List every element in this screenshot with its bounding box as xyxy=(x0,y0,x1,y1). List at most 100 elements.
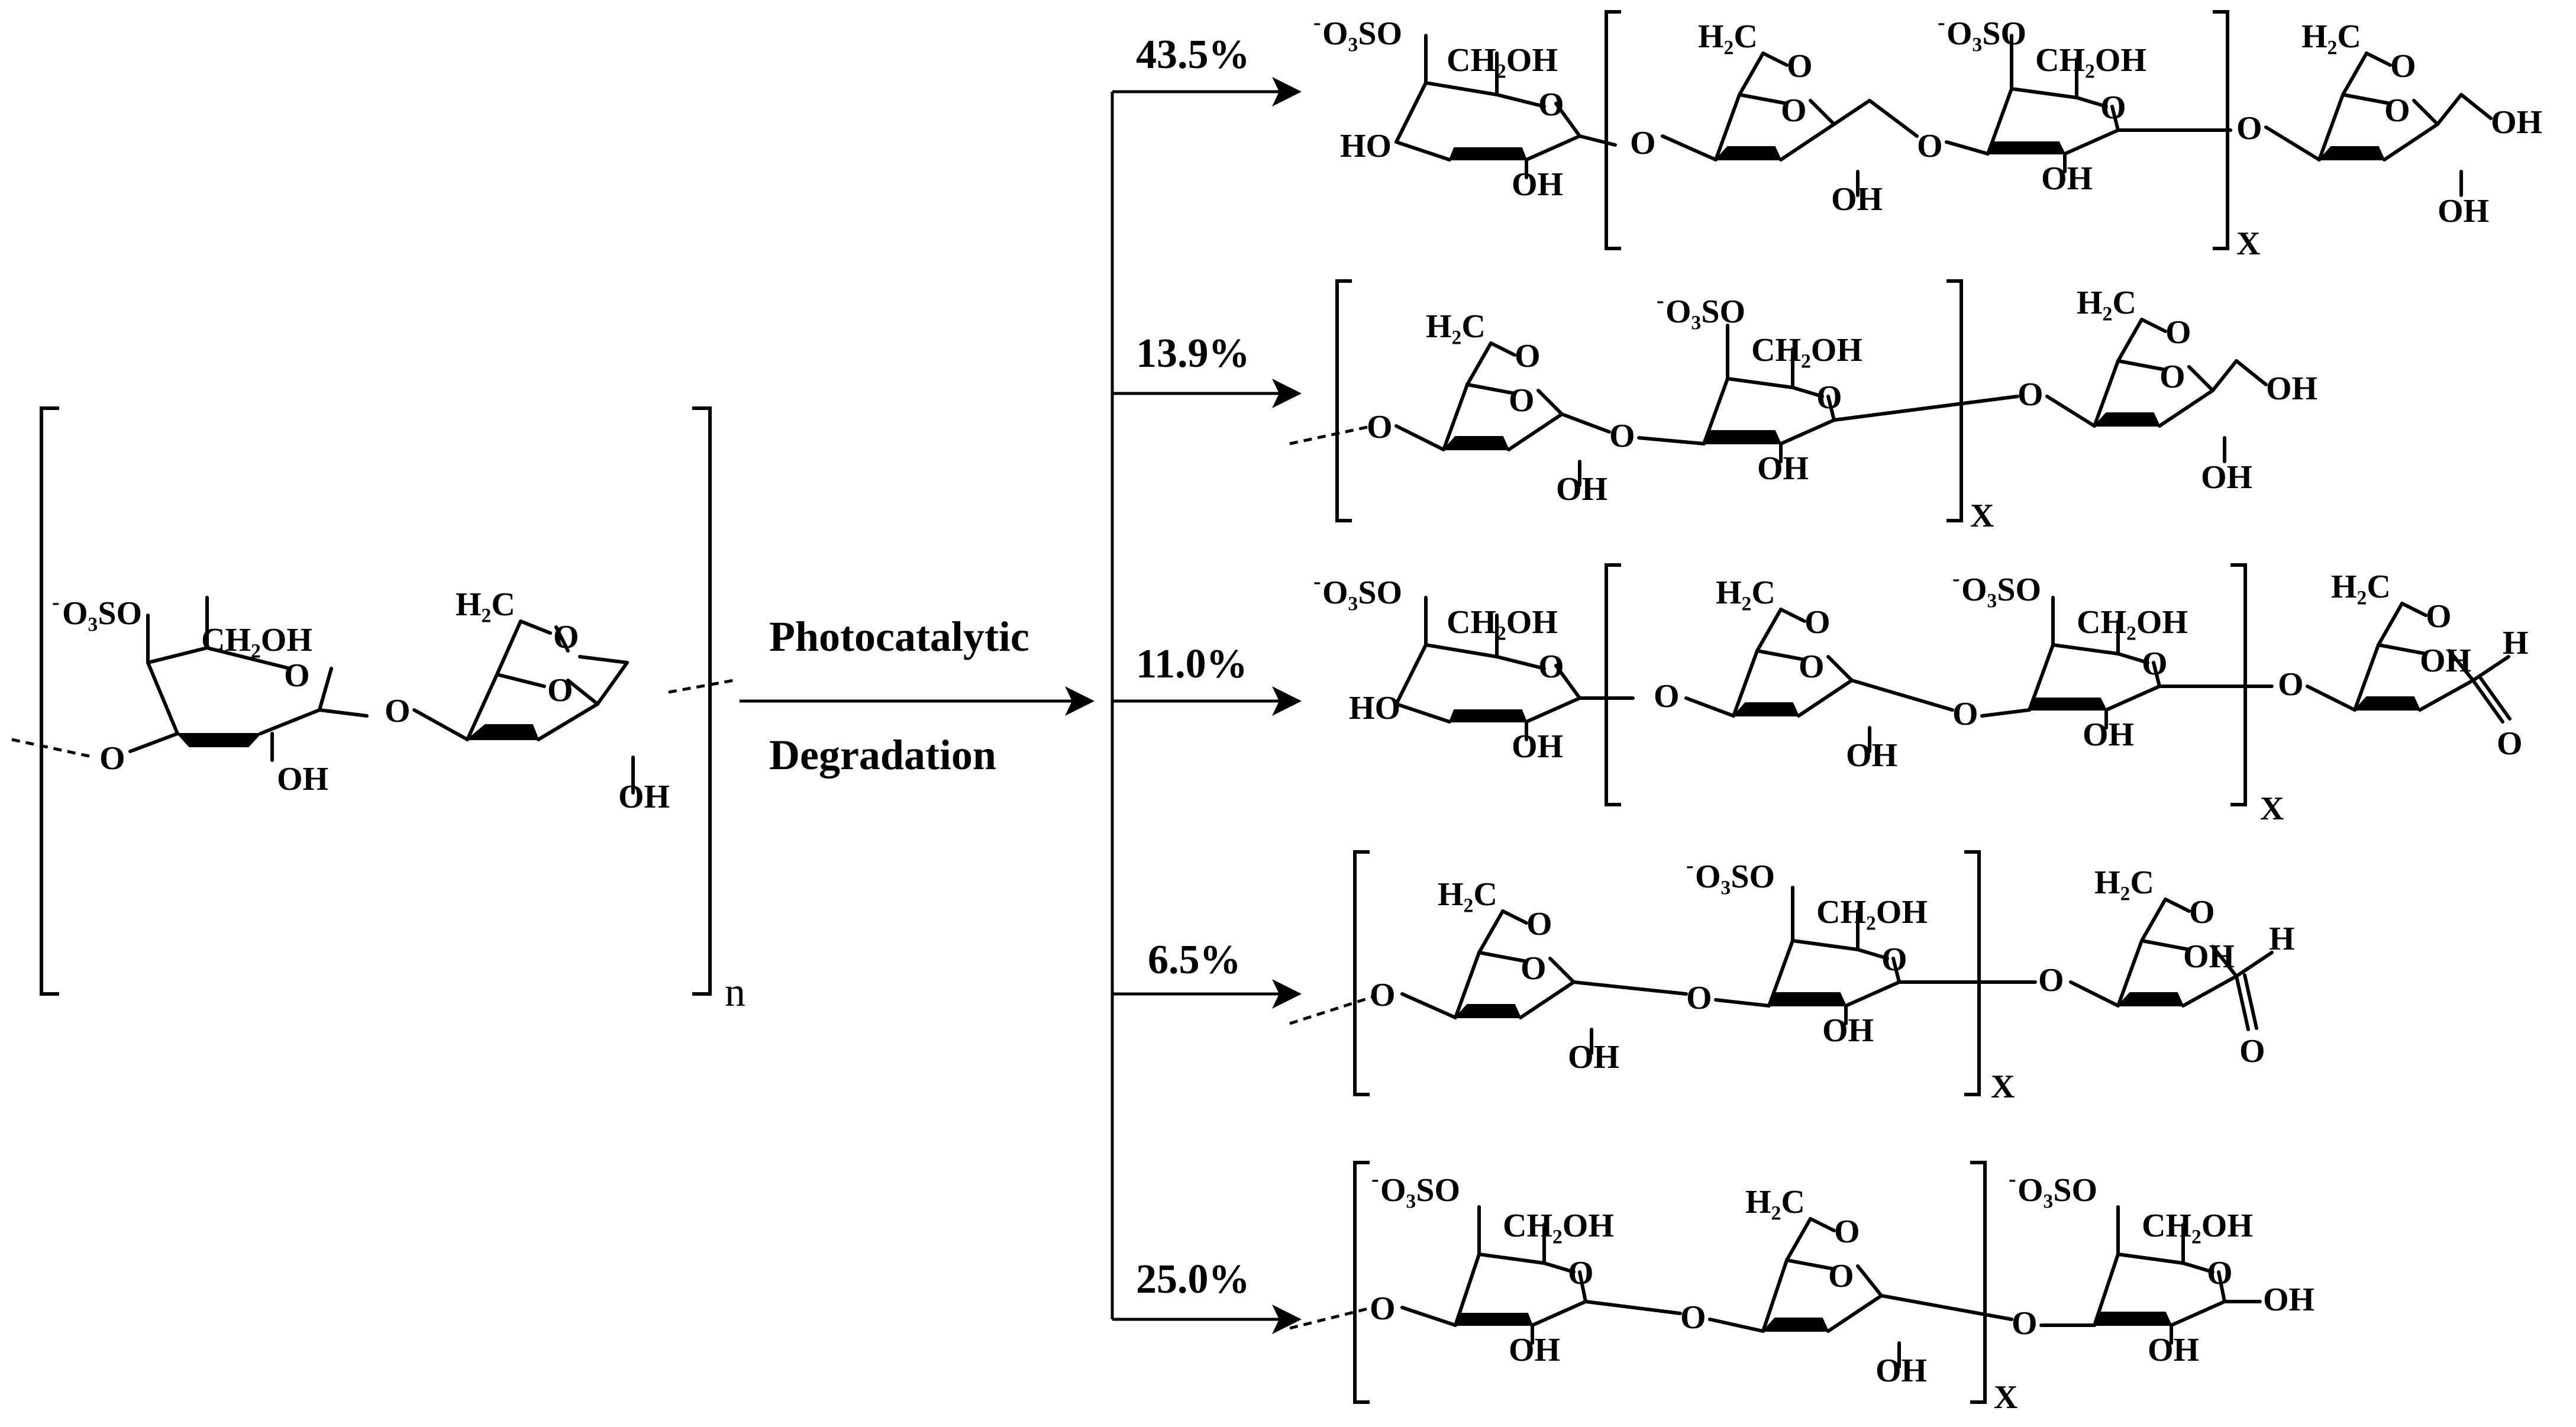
ring-oxygen: O xyxy=(1816,379,1842,416)
repeat-index-x: X xyxy=(1991,1068,2015,1105)
hydroxyl-group: OH xyxy=(2041,160,2093,197)
bridge-oxygen: O xyxy=(2189,894,2215,931)
glycosidic-oxygen: O xyxy=(2017,376,2044,413)
h2c-bridge: H₂C xyxy=(1426,308,1486,345)
hydroxyl-group: OH xyxy=(2491,104,2542,141)
h2c-bridge: H₂C xyxy=(2301,18,2361,55)
hydroxyl-group: OH xyxy=(1568,1039,1619,1076)
ring-oxygen: O xyxy=(1509,382,1535,419)
bridge-oxygen: O xyxy=(553,619,579,656)
sulfate-group: O₃SO xyxy=(1695,858,1775,895)
ring-oxygen: O xyxy=(1538,648,1564,685)
ring-oxygen: O xyxy=(1538,86,1564,123)
repeat-index-x: X xyxy=(1970,498,1994,534)
ch2oh-group: CH₂OH xyxy=(1447,604,1558,641)
hydroxyl-group: OH xyxy=(2201,459,2252,496)
sulfate-group: O₃SO xyxy=(1665,293,1745,330)
bridge-oxygen: O xyxy=(1787,48,1813,85)
repeat-index-x: X xyxy=(2236,225,2260,262)
sulfate-charge: - xyxy=(1313,10,1321,35)
ch2oh-group: CH₂OH xyxy=(1503,1208,1614,1244)
hydroxyl-group: OH xyxy=(1822,1012,1874,1049)
product-5-structure: O - O₃SO CH₂OH O OH O H₂C O O OH X O - O… xyxy=(1289,1161,2314,1416)
hydroxyl-group: OH xyxy=(618,779,670,815)
product-1-percent: 43.5% xyxy=(1136,32,1250,78)
sulfate-charge: - xyxy=(52,590,60,615)
left-bracket xyxy=(40,406,59,996)
h2c-bridge: H₂C xyxy=(1698,18,1758,55)
reaction-arrow: Photocatalytic Degradation xyxy=(740,613,1095,779)
hydroxyl-group: OH xyxy=(1512,728,1563,765)
ch2oh-group: CH₂OH xyxy=(201,622,312,658)
glycosidic-oxygen: O xyxy=(1609,418,1635,454)
reaction-label-line2: Degradation xyxy=(769,731,996,779)
product-5-percent: 25.0% xyxy=(1136,1257,1250,1302)
aldehyde-hydrogen: H xyxy=(2503,625,2529,661)
ring-oxygen: O xyxy=(2207,1255,2233,1292)
galactose-4-sulfate-unit: - O₃SO CH₂OH O OH O xyxy=(52,590,411,798)
h2c-bridge: H₂C xyxy=(2331,569,2391,605)
hydroxyl-group: OH xyxy=(2148,1332,2199,1368)
ch2oh-group: CH₂OH xyxy=(1816,894,1928,931)
ring-oxygen: O xyxy=(1781,92,1807,129)
sulfate-charge: - xyxy=(1313,569,1321,594)
ring-oxygen: O xyxy=(1521,950,1547,987)
h2c-bridge: H₂C xyxy=(456,586,515,623)
bridge-oxygen: O xyxy=(2426,598,2452,635)
sulfate-group: O₃SO xyxy=(1946,15,2026,52)
glycosidic-oxygen: O xyxy=(2278,666,2304,703)
anhydrogalactose-unit: H₂C O O OH xyxy=(412,586,734,815)
repeat-index-x: X xyxy=(1994,1379,2017,1416)
branch-lines: 43.5% 13.9% 11.0% 6.5% 25.0% xyxy=(1111,32,1302,1334)
product-2-structure: O H₂C O O OH O - O₃SO CH₂OH O OH X O H₂C… xyxy=(1289,279,2317,534)
hydroxyl-group: OH xyxy=(1757,450,1809,487)
ring-oxygen: O xyxy=(284,657,310,694)
glycosidic-oxygen: O xyxy=(2236,110,2262,147)
sulfate-charge: - xyxy=(1371,1167,1379,1192)
sulfate-charge: - xyxy=(1657,288,1664,313)
ring-oxygen: O xyxy=(1828,1258,1854,1294)
glycosidic-oxygen: O xyxy=(1370,977,1396,1013)
ring-oxygen: O xyxy=(1568,1255,1594,1292)
glycosidic-oxygen: O xyxy=(1952,696,1978,732)
hydroxyl-group: OH xyxy=(2266,370,2317,407)
reaction-label-line1: Photocatalytic xyxy=(769,613,1029,660)
repeat-index-x: X xyxy=(2260,790,2284,827)
right-bracket xyxy=(692,406,712,996)
ring-oxygen: O xyxy=(2159,359,2186,395)
glycosidic-oxygen: O xyxy=(1370,1290,1396,1327)
chain-link-left xyxy=(11,738,95,759)
glycosidic-oxygen: O xyxy=(2038,962,2064,999)
sulfate-charge: - xyxy=(2009,1167,2016,1192)
glycosidic-oxygen: O xyxy=(1686,980,1712,1016)
hydroxyl-group: OH xyxy=(1831,181,1883,218)
h2c-bridge: H₂C xyxy=(2077,285,2136,321)
hydroxyl-group: OH xyxy=(2183,938,2235,975)
hydroxyl-group: HO xyxy=(1349,690,1400,727)
bridge-oxygen: O xyxy=(1834,1213,1860,1250)
ring-oxygen: O xyxy=(1799,648,1825,685)
hydroxyl-group: OH xyxy=(1509,1332,1560,1368)
sulfate-group: O₃SO xyxy=(1322,15,1402,52)
bridge-oxygen: O xyxy=(1526,906,1552,942)
product-3-percent: 11.0% xyxy=(1136,641,1248,687)
glycosidic-oxygen: O xyxy=(2012,1305,2038,1342)
ring-oxygen: O xyxy=(2384,92,2410,129)
repeat-index-n: n xyxy=(725,970,745,1015)
sulfate-charge: - xyxy=(1686,853,1694,878)
product-2-percent: 13.9% xyxy=(1136,331,1250,376)
hydroxyl-group: OH xyxy=(1875,1352,1927,1389)
glycosidic-oxygen: O xyxy=(385,693,411,729)
glycosidic-oxygen: O xyxy=(1654,678,1680,715)
hydroxyl-group: OH xyxy=(2083,716,2134,753)
ring-oxygen: O xyxy=(2142,645,2168,682)
bridge-oxygen: O xyxy=(1515,338,1541,374)
hydroxyl-group: OH xyxy=(1556,471,1607,508)
glycosidic-oxygen: O xyxy=(1680,1299,1706,1336)
hydroxyl-group: OH xyxy=(1846,737,1897,774)
h2c-bridge: H₂C xyxy=(1438,876,1497,913)
sulfate-charge: - xyxy=(1952,566,1960,591)
aldehyde-oxygen: O xyxy=(2239,1033,2265,1070)
hydroxyl-group: OH xyxy=(2263,1281,2314,1318)
